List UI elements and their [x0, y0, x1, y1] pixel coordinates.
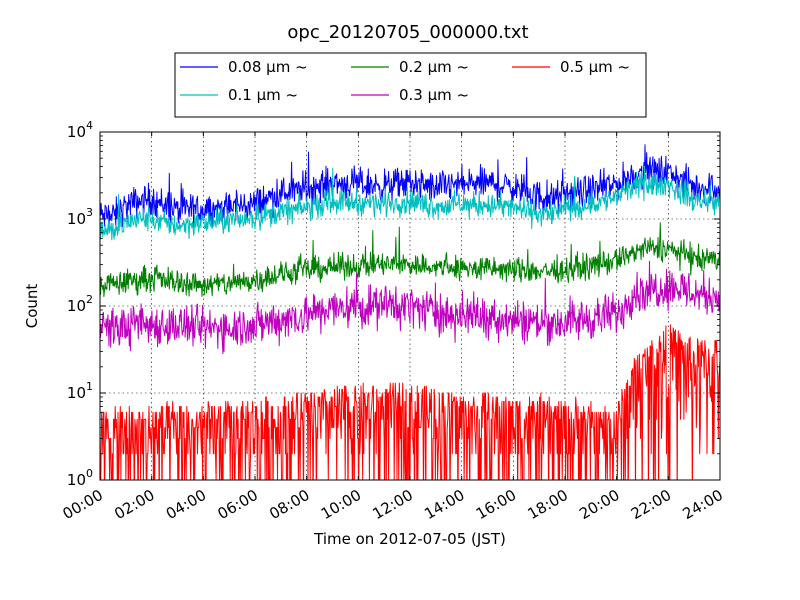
x-tick-label: 18:00 [525, 486, 571, 523]
legend: 0.08 μm ~ 0.1 μm ~ 0.2 μm ~ 0.3 μm ~ 0.5 μm … [174, 52, 647, 118]
legend-frame [174, 52, 647, 118]
x-tick-label: 12:00 [370, 486, 416, 523]
y-tick-label: 100 [67, 467, 93, 489]
y-axis-label: Count [23, 284, 41, 329]
y-tick-label: 101 [67, 380, 93, 402]
chart-title: opc_20120705_000000.txt [287, 22, 528, 43]
y-tick-label: 102 [67, 293, 93, 315]
legend-label: 0.08 μm ~ [228, 58, 308, 76]
x-tick-label: 20:00 [576, 486, 622, 523]
x-tick-label: 04:00 [163, 486, 209, 523]
legend-label: 0.1 μm ~ [228, 86, 298, 104]
series-line-0 [100, 144, 720, 228]
series-line-4 [100, 324, 720, 480]
series-line-3 [100, 260, 720, 355]
legend-label: 0.5 μm ~ [560, 58, 630, 76]
series-line-2 [100, 222, 720, 298]
x-tick-label: 02:00 [111, 486, 157, 523]
x-tick-label: 22:00 [628, 486, 674, 523]
legend-label: 0.2 μm ~ [399, 58, 469, 76]
legend-label: 0.3 μm ~ [399, 86, 469, 104]
x-tick-label: 14:00 [421, 486, 467, 523]
x-tick-label: 00:00 [60, 486, 106, 523]
series-group [100, 144, 720, 480]
series-line-1 [100, 165, 720, 241]
x-tick-label: 10:00 [318, 486, 364, 523]
x-tick-label: 06:00 [215, 486, 261, 523]
x-axis-label: Time on 2012-07-05 (JST) [313, 530, 506, 548]
x-tick-label: 24:00 [680, 486, 726, 523]
y-tick-label: 104 [67, 119, 93, 141]
x-tick-label: 16:00 [473, 486, 519, 523]
y-tick-label: 103 [67, 206, 93, 228]
x-tick-label: 08:00 [266, 486, 312, 523]
